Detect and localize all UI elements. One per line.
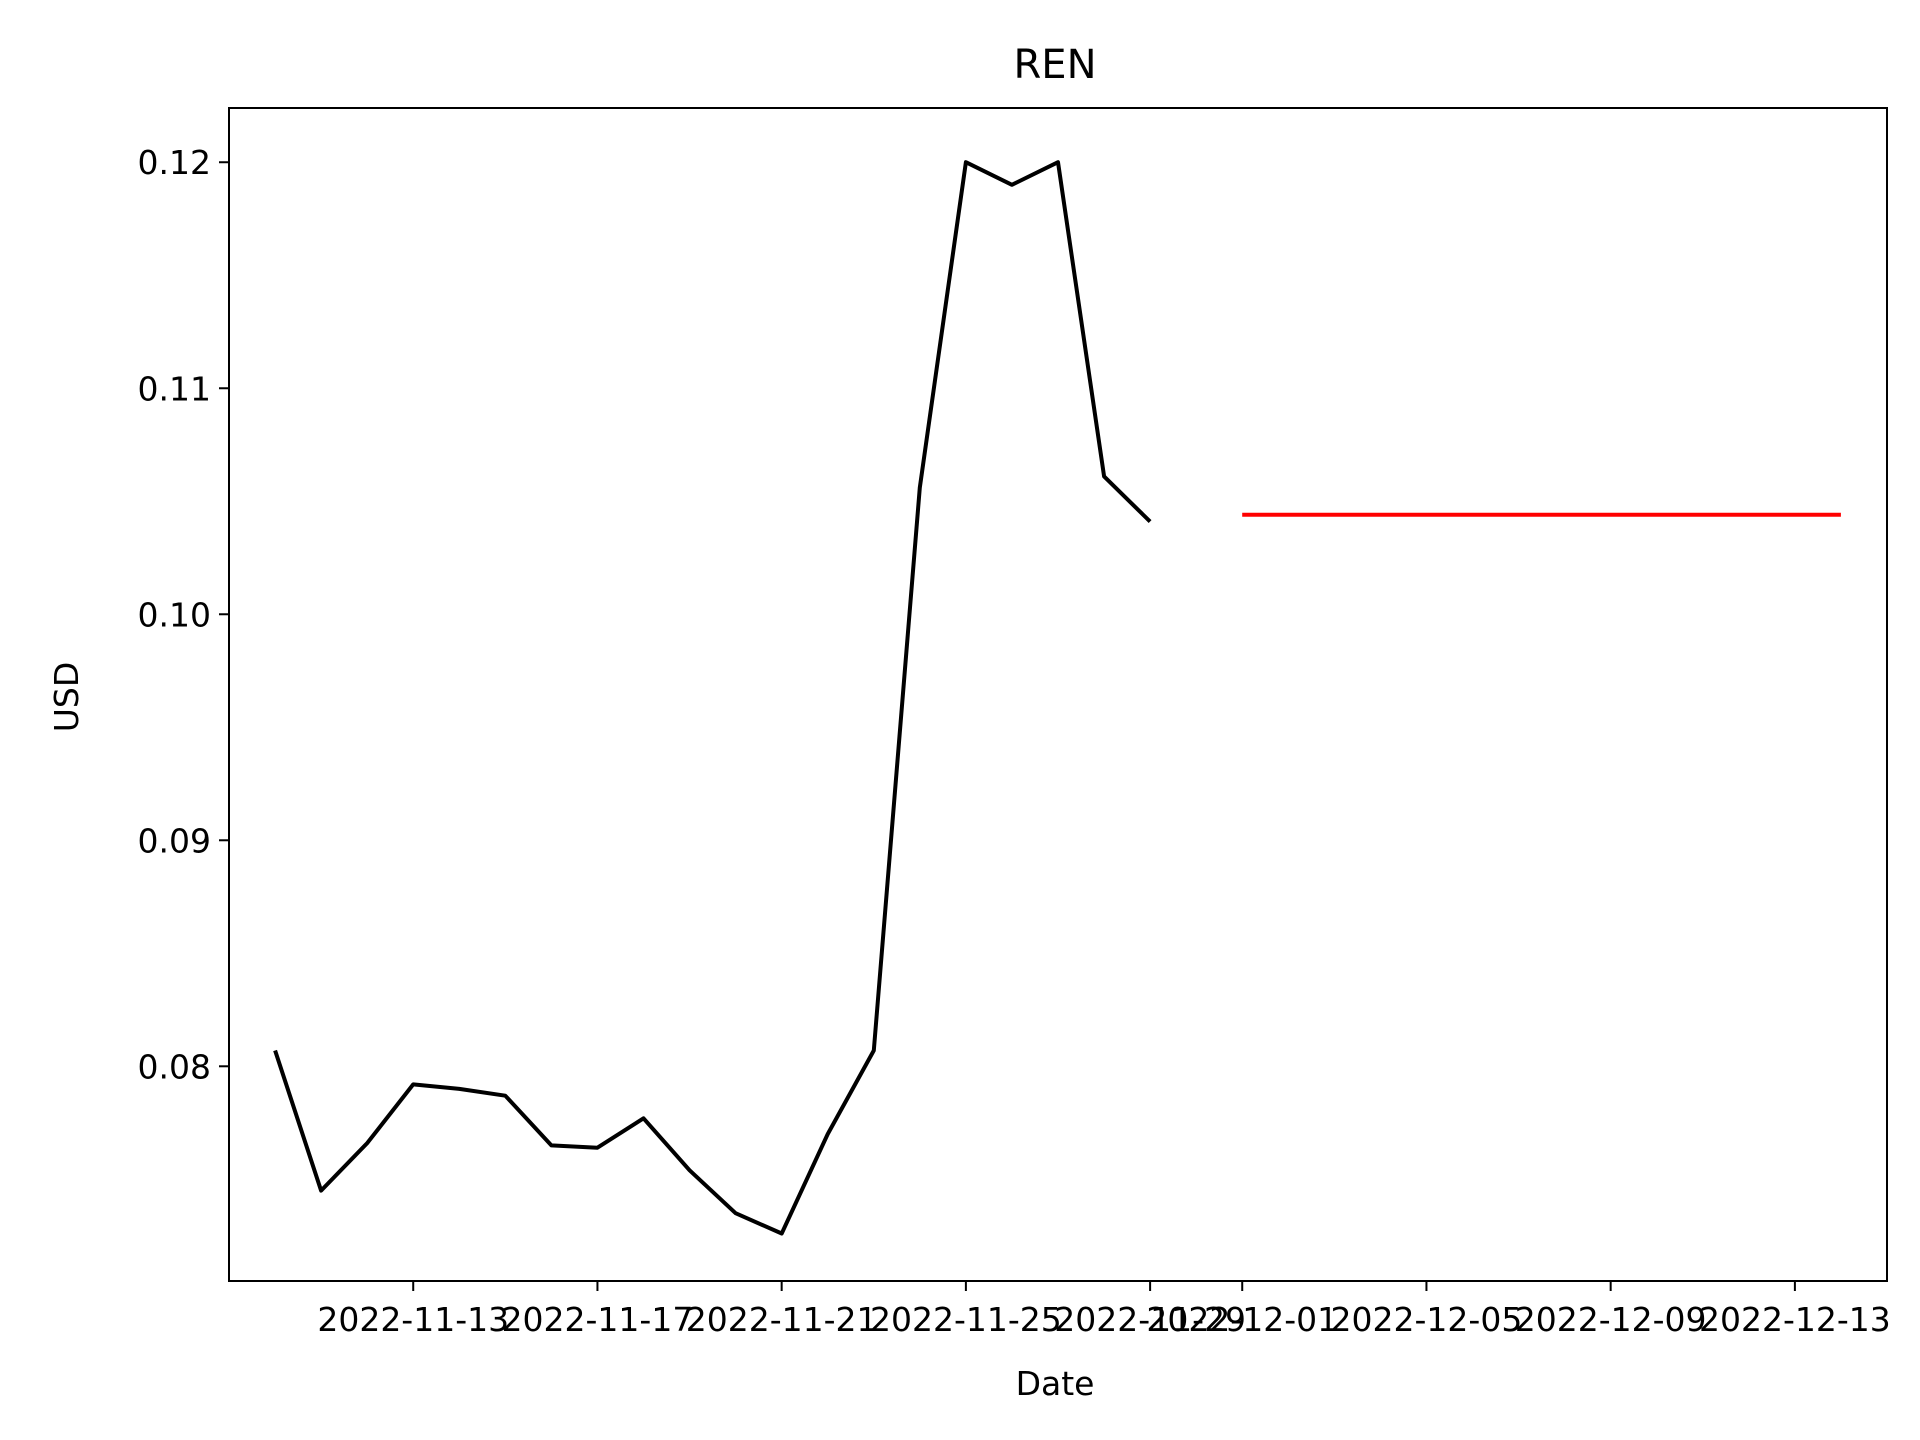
plot-frame <box>228 107 1888 1282</box>
series-layer <box>273 160 1841 1236</box>
x-tick-label: 2022-12-13 <box>1699 1300 1891 1339</box>
x-tick-label: 2022-12-01 <box>1146 1300 1338 1339</box>
y-tick-label: 0.11 <box>138 369 211 408</box>
chart-title: REN <box>1014 42 1097 88</box>
x-tick-label: 2022-11-29 <box>1054 1300 1246 1339</box>
x-tick-label: 2022-12-09 <box>1515 1300 1707 1339</box>
y-tick-label: 0.09 <box>138 821 211 860</box>
x-axis-label: Date <box>1016 1364 1095 1403</box>
y-tick-label: 0.10 <box>138 595 211 634</box>
y-axis: 0.08 0.09 0.10 0.11 0.12 <box>138 143 229 1086</box>
x-tick-label: 2022-11-21 <box>686 1300 878 1339</box>
x-tick-label: 2022-11-25 <box>870 1300 1062 1339</box>
y-tick-label: 0.12 <box>138 143 211 182</box>
y-axis-label: USD <box>47 662 86 733</box>
x-tick-label: 2022-11-17 <box>502 1300 694 1339</box>
x-axis: 2022-11-132022-11-172022-11-212022-11-25… <box>317 1281 1891 1339</box>
y-tick-label: 0.08 <box>138 1047 211 1086</box>
x-tick-label: 2022-11-13 <box>317 1300 509 1339</box>
x-tick-label: 2022-12-05 <box>1331 1300 1523 1339</box>
series-0-line <box>273 160 1152 1236</box>
